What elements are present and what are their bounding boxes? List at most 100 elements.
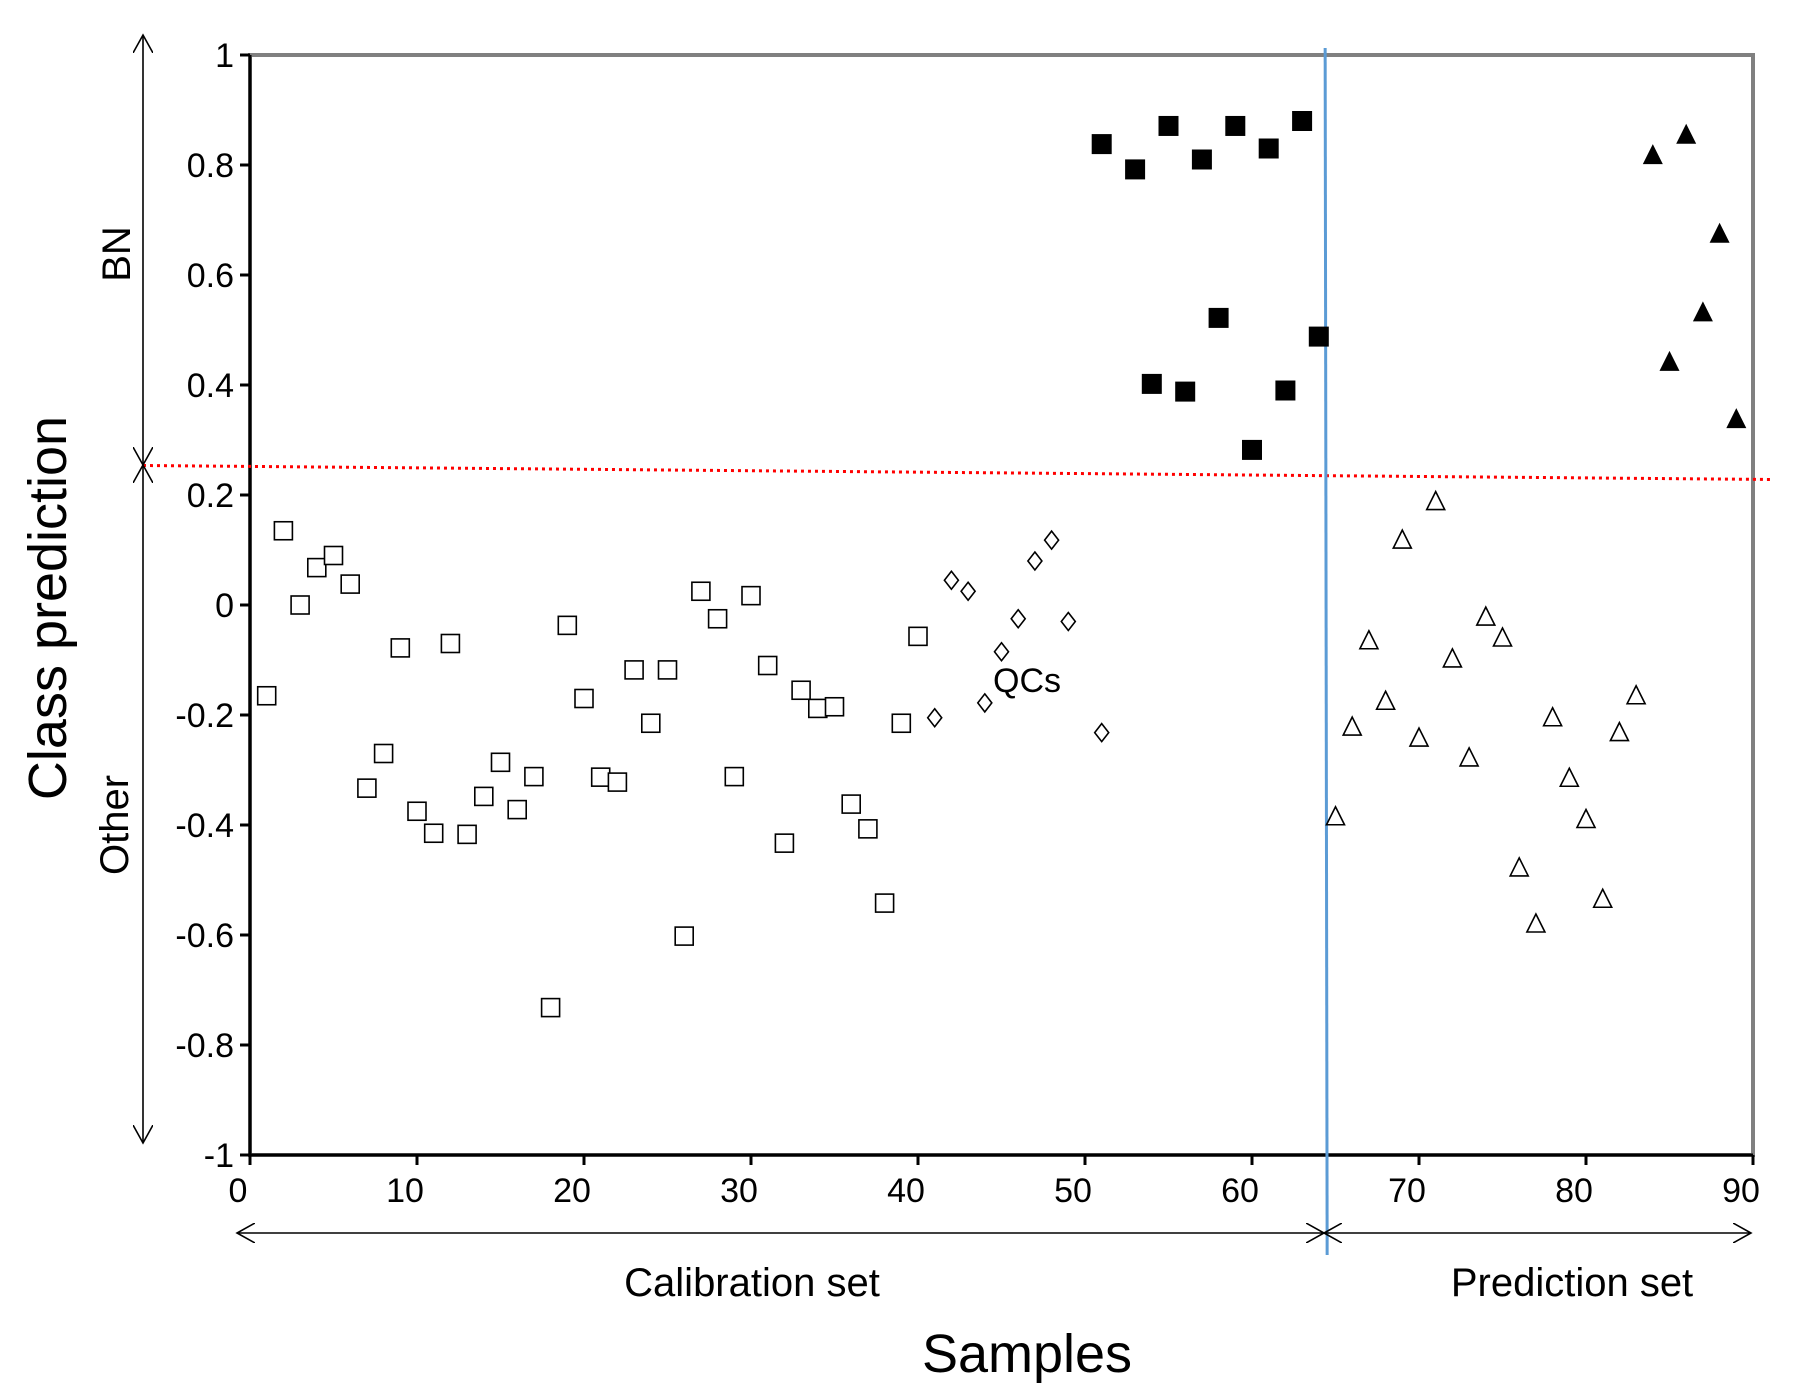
open-square-marker [691,581,711,602]
open-square-marker [306,557,327,578]
filled-square-marker [1308,326,1329,347]
open-triangle-marker [1392,528,1413,549]
open-square-marker [791,680,811,701]
set-divider-line [1323,47,1329,1256]
reference-lines [142,47,1773,1256]
filled-triangle-marker [1726,408,1747,429]
other-label: Other [93,775,137,875]
y-axis-title: Class prediction [18,416,78,800]
filled-triangle-marker [1659,350,1680,371]
filled-triangle-marker [1676,123,1697,144]
open-triangle-marker [1508,856,1530,877]
x-tick-label: 50 [1054,1172,1092,1210]
open-square-marker [440,633,461,654]
open-triangle-marker [1475,605,1497,626]
y-tick-label: 0.8 [187,147,234,185]
open-triangle-marker [1358,628,1380,650]
y-tick-label: -0.6 [175,917,234,955]
open-square-marker [423,823,444,844]
filled-square-marker [1191,149,1212,170]
open-square-marker [273,520,294,541]
open-square-marker [607,772,628,792]
open-square-marker [674,926,695,946]
open-triangle-marker [1542,705,1563,727]
open-triangle-marker [1442,647,1463,668]
bn-label: BN [95,226,139,282]
filled-square-marker [1275,380,1296,401]
open-square-marker [340,574,361,594]
open-triangle-marker [1559,766,1580,788]
calibration-set-label: Calibration set [624,1261,880,1305]
x-tick-label: 40 [887,1172,925,1210]
filled-triangle-marker [1692,301,1713,322]
open-square-marker [874,893,895,913]
axis-ticks: -1-0.8-0.6-0.4-0.200.20.40.60.810 10 20 30 4… [175,37,1760,1210]
filled-square-marker [1225,115,1246,136]
open-diamond-marker [943,569,960,591]
open-square-marker [824,696,845,717]
open-square-marker [490,752,511,773]
x-axis-title: Samples [922,1324,1132,1384]
open-triangle-marker [1325,804,1346,826]
open-square-marker [290,595,310,615]
x-tick-label: 30 [720,1172,758,1210]
open-triangle-marker [1458,746,1480,767]
filled-square-marker [1091,134,1112,155]
open-triangle-marker [1525,912,1547,933]
open-square-marker [624,660,644,680]
open-square-marker [507,799,528,820]
open-square-marker [757,655,778,676]
open-diamond-marker [1093,722,1110,743]
filled-triangle-marker [1642,144,1663,165]
filled-square-marker [1175,381,1196,402]
open-square-marker [574,688,594,709]
filled-square-marker [1292,111,1313,131]
open-square-marker [841,794,862,814]
open-diamond-marker [1026,550,1043,572]
filled-square-marker [1258,138,1279,159]
filled-square-marker [1242,439,1262,460]
open-triangle-marker [1609,720,1630,742]
y-tick-label: 0.4 [187,367,234,405]
open-square-marker [557,615,578,636]
open-diamond-marker [976,692,993,714]
open-square-marker [774,833,795,853]
open-square-marker [908,626,928,647]
open-triangle-marker [1625,683,1647,705]
open-square-marker [473,786,494,807]
open-triangle-marker [1375,689,1396,711]
open-triangle-marker [1425,489,1446,511]
y-tick-label: 0 [215,587,234,625]
filled-square-marker [1125,159,1146,180]
open-square-marker [590,767,611,787]
x-tick-label: 70 [1388,1172,1426,1210]
y-tick-label: 0.6 [187,257,234,295]
data-markers [256,111,1747,1018]
x-tick-label: 80 [1555,1172,1593,1210]
open-square-marker [707,608,728,629]
open-square-marker [323,545,344,566]
open-square-marker [524,766,544,787]
filled-triangle-marker [1709,222,1730,243]
x-tick-label: 60 [1221,1172,1259,1210]
open-triangle-marker [1341,715,1363,736]
open-triangle-marker [1575,807,1597,829]
open-square-marker [357,778,377,798]
y-tick-label: 1 [215,37,234,75]
plot-area [248,53,1755,1157]
y-tick-label: -0.2 [175,697,234,735]
open-square-marker [256,685,277,706]
open-square-marker [657,660,678,680]
open-diamond-marker [1010,608,1027,630]
open-triangle-marker [1492,626,1513,647]
y-tick-label: -0.8 [175,1027,234,1065]
prediction-set-label: Prediction set [1451,1261,1693,1305]
open-diamond-marker [1043,529,1060,551]
open-square-marker [540,997,561,1018]
qcs-label: QCs [993,662,1061,700]
open-diamond-marker [1060,611,1077,632]
x-tick-label: 20 [553,1172,591,1210]
open-square-marker [640,713,661,734]
open-square-marker [858,819,878,839]
